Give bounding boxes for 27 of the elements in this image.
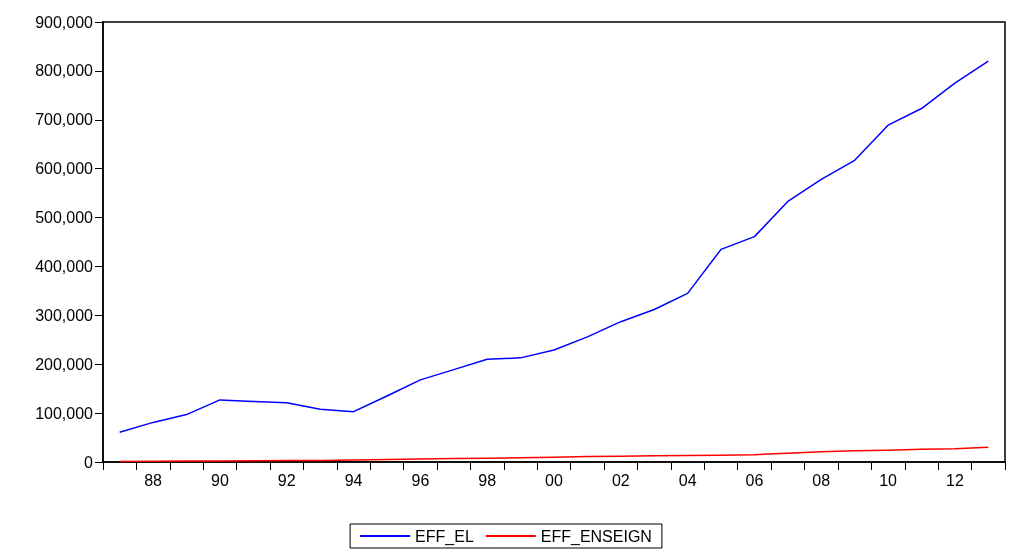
x-tick-label: 96 xyxy=(411,471,430,489)
x-tick-label: 92 xyxy=(277,471,296,489)
x-tick-label: 04 xyxy=(678,471,697,489)
y-tick-label: 700,000 xyxy=(35,111,94,129)
y-tick-label: 400,000 xyxy=(35,257,94,275)
x-tick-label: 12 xyxy=(945,471,964,489)
y-tick-label: 500,000 xyxy=(35,209,94,227)
x-tick-label: 10 xyxy=(879,471,898,489)
x-tick-label: 08 xyxy=(812,471,831,489)
x-tick-label: 06 xyxy=(745,471,764,489)
y-tick-label: 300,000 xyxy=(35,306,94,324)
y-tick-label: 0 xyxy=(84,453,94,471)
y-tick-label: 600,000 xyxy=(35,160,94,178)
x-tick-label: 00 xyxy=(545,471,563,489)
x-tick-label: 88 xyxy=(144,471,163,489)
y-tick-label: 800,000 xyxy=(35,62,94,80)
legend-label: EFF_ENSEIGN xyxy=(540,527,652,546)
x-tick-label: 98 xyxy=(478,471,497,489)
y-tick-label: 100,000 xyxy=(35,404,94,422)
x-tick-label: 94 xyxy=(344,471,363,489)
y-tick-label: 900,000 xyxy=(35,13,94,31)
line-series xyxy=(118,446,990,463)
x-tick-label: 90 xyxy=(211,471,229,489)
line-series xyxy=(118,60,990,433)
x-tick-label: 02 xyxy=(611,471,630,489)
y-tick-label: 200,000 xyxy=(35,355,94,373)
legend-label: EFF_EL xyxy=(415,527,474,546)
